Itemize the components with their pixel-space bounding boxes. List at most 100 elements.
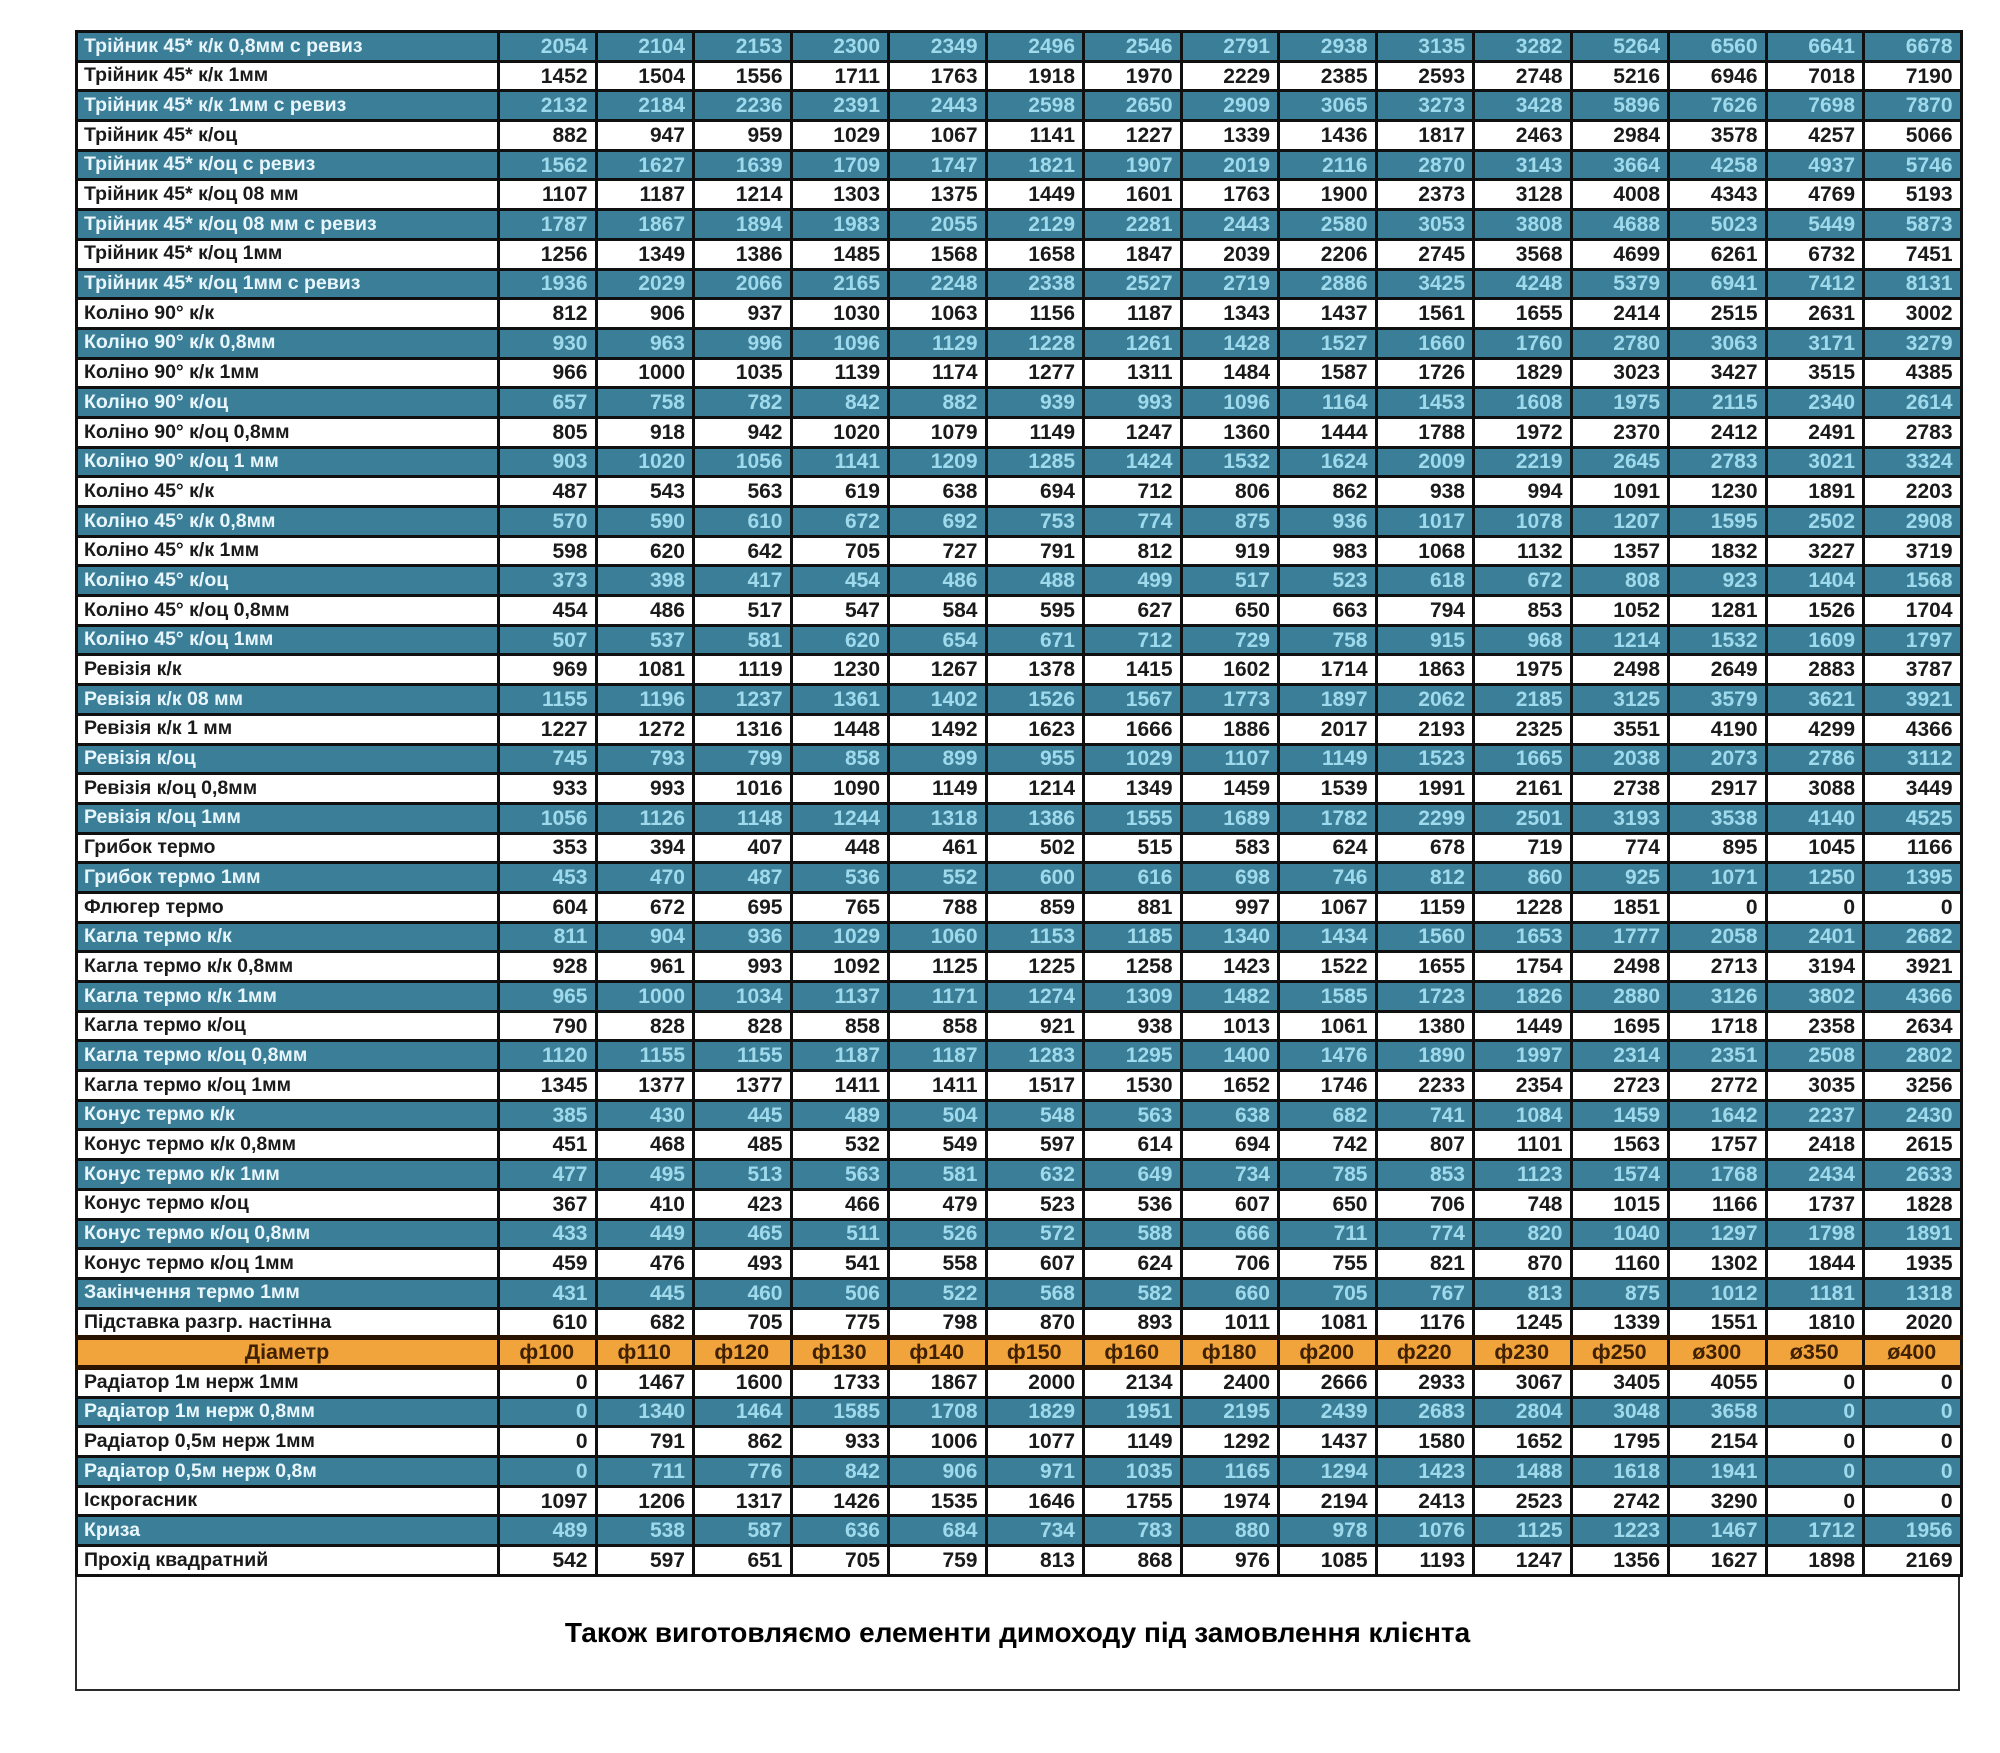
price-cell: 666 xyxy=(1179,1217,1280,1251)
price-cell: 2683 xyxy=(1374,1395,1475,1429)
price-cell: 4008 xyxy=(1569,178,1670,212)
price-cell: 2933 xyxy=(1374,1365,1475,1399)
diameter-header-cell: ø400 xyxy=(1862,1335,1963,1370)
price-cell: 1601 xyxy=(1082,178,1183,212)
price-cell: 3171 xyxy=(1764,326,1865,360)
price-cell: 893 xyxy=(1082,1306,1183,1340)
price-cell: 1773 xyxy=(1179,683,1280,716)
product-name-cell: Флюгер термо xyxy=(75,890,500,924)
price-cell: 1527 xyxy=(1277,326,1378,360)
price-cell: 0 xyxy=(1764,1425,1865,1458)
price-cell: 1708 xyxy=(887,1395,988,1429)
price-cell: 638 xyxy=(1179,1098,1280,1132)
price-cell: 1067 xyxy=(1277,890,1378,924)
price-cell: 1428 xyxy=(1179,326,1280,360)
price-cell: 3425 xyxy=(1374,267,1475,301)
price-cell: 431 xyxy=(497,1276,598,1310)
price-cell: 933 xyxy=(789,1425,890,1458)
price-cell: 774 xyxy=(1374,1217,1475,1251)
product-row: Трійник 45* к/оц 1мм 1256 1349 1386 1485 1568… xyxy=(75,237,1963,271)
price-cell: 2783 xyxy=(1667,445,1768,479)
product-row: Трійник 45* к/к 1мм 1452 1504 1556 1711 1763 1… xyxy=(75,59,1963,93)
price-cell: 812 xyxy=(497,297,598,330)
product-name-cell: Криза xyxy=(75,1514,500,1548)
price-cell: 2723 xyxy=(1569,1069,1670,1102)
price-cell: 2153 xyxy=(692,30,793,63)
product-row: Коліно 45° к/оц 0,8мм 454 486 517 547 584 595 6… xyxy=(75,594,1963,627)
price-cell: 671 xyxy=(984,623,1085,657)
price-cell: 487 xyxy=(692,861,793,894)
diameter-header-cell: ø350 xyxy=(1764,1335,1865,1370)
price-cell: 2193 xyxy=(1374,712,1475,746)
product-row: Радіатор 0,5м нерж 0,8м 0 711 776 842 906 971 1… xyxy=(75,1455,1963,1488)
price-cell: 2029 xyxy=(594,267,695,301)
price-cell: 821 xyxy=(1374,1247,1475,1280)
price-cell: 2443 xyxy=(1179,208,1280,241)
price-cell: 875 xyxy=(1569,1276,1670,1310)
price-cell: 3021 xyxy=(1764,445,1865,479)
price-cell: 581 xyxy=(692,623,793,657)
price-cell: 595 xyxy=(984,594,1085,627)
product-row: Коліно 45° к/к 0,8мм 570 590 610 672 692 753 77… xyxy=(75,505,1963,538)
product-row: Коліно 45° к/к 1мм 598 620 642 705 727 791 812 9… xyxy=(75,534,1963,568)
price-cell: 899 xyxy=(887,742,988,776)
price-cell: 1303 xyxy=(789,178,890,212)
price-cell: 477 xyxy=(497,1158,598,1191)
price-cell: 1760 xyxy=(1472,326,1573,360)
price-cell: 1411 xyxy=(789,1069,890,1102)
price-cell: 1155 xyxy=(594,1039,695,1073)
price-cell: 1317 xyxy=(692,1484,793,1518)
product-name-cell: Кагла термо к/оц 1мм xyxy=(75,1069,500,1102)
price-cell: 0 xyxy=(1764,1455,1865,1488)
price-cell: 993 xyxy=(692,950,793,983)
price-cell: 882 xyxy=(497,119,598,152)
price-cell: 1125 xyxy=(1472,1514,1573,1548)
price-cell: 1951 xyxy=(1082,1395,1183,1429)
price-cell: 1595 xyxy=(1667,505,1768,538)
price-cell: 2748 xyxy=(1472,59,1573,93)
diameter-header-cell: ø300 xyxy=(1667,1335,1768,1370)
price-cell: 1665 xyxy=(1472,742,1573,776)
price-cell: 2682 xyxy=(1862,920,1963,954)
price-cell: 947 xyxy=(594,119,695,152)
price-cell: 966 xyxy=(497,356,598,390)
price-cell: 2062 xyxy=(1374,683,1475,716)
price-cell: 3427 xyxy=(1667,356,1768,390)
product-row: Підставка разгр. настінна 610 682 705 775 798… xyxy=(75,1306,1963,1340)
price-cell: 1274 xyxy=(984,980,1085,1013)
product-name-cell: Кагла термо к/к 0,8мм xyxy=(75,950,500,983)
price-cell: 6732 xyxy=(1764,237,1865,271)
price-cell: 1245 xyxy=(1472,1306,1573,1340)
price-cell: 882 xyxy=(887,386,988,419)
price-cell: 4366 xyxy=(1862,980,1963,1013)
price-cell: 695 xyxy=(692,890,793,924)
product-row: Іскрогасник 1097 1206 1317 1426 1535 1646 1755 1… xyxy=(75,1484,1963,1518)
price-cell: 1267 xyxy=(887,653,988,687)
product-row: Коліно 90° к/оц 0,8мм 805 918 942 1020 1079 11… xyxy=(75,415,1963,449)
price-cell: 812 xyxy=(1082,534,1183,568)
price-cell: 955 xyxy=(984,742,1085,776)
price-cell: 1817 xyxy=(1374,119,1475,152)
price-cell: 923 xyxy=(1667,564,1768,598)
price-cell: 1488 xyxy=(1472,1455,1573,1488)
price-cell: 0 xyxy=(1862,890,1963,924)
price-cell: 859 xyxy=(984,890,1085,924)
price-cell: 794 xyxy=(1374,594,1475,627)
price-cell: 2115 xyxy=(1667,386,1768,419)
price-cell: 1149 xyxy=(1277,742,1378,776)
price-cell: 1652 xyxy=(1179,1069,1280,1102)
product-row: Коліно 90° к/к 812 906 937 1030 1063 1156 1187 1… xyxy=(75,297,1963,330)
product-row: Грибок термо 1мм 453 470 487 536 552 600 616 698… xyxy=(75,861,1963,894)
price-cell: 3568 xyxy=(1472,237,1573,271)
price-cell: 1726 xyxy=(1374,356,1475,390)
product-name-cell: Трійник 45* к/оц 1мм с ревиз xyxy=(75,267,500,301)
product-name-cell: Коліно 45° к/оц 0,8мм xyxy=(75,594,500,627)
price-cell: 3023 xyxy=(1569,356,1670,390)
product-row: Коліно 90° к/оц 1 мм 903 1020 1056 1141 1209 1… xyxy=(75,445,1963,479)
price-cell: 1386 xyxy=(984,801,1085,835)
price-cell: 758 xyxy=(1277,623,1378,657)
product-name-cell: Грибок термо 1мм xyxy=(75,861,500,894)
price-cell: 2413 xyxy=(1374,1484,1475,1518)
price-cell: 1585 xyxy=(789,1395,890,1429)
price-cell: 870 xyxy=(984,1306,1085,1340)
